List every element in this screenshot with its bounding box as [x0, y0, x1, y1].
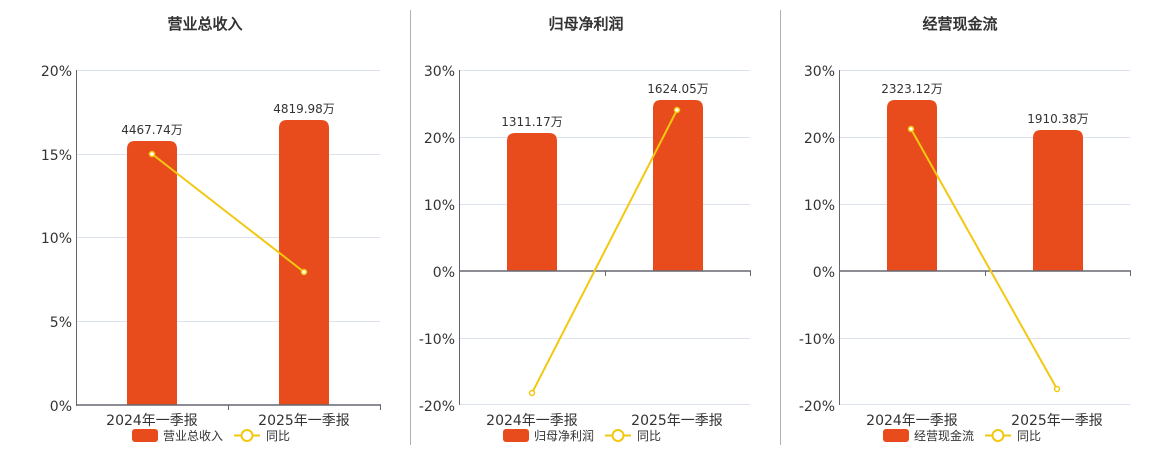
- bar-value-labels: 4467.74万 4819.98万: [121, 102, 335, 137]
- bar[interactable]: [1033, 130, 1083, 271]
- svg-text:2025年一季报: 2025年一季报: [1011, 413, 1103, 429]
- svg-text:10%: 10%: [41, 231, 72, 247]
- line-point[interactable]: [300, 268, 308, 276]
- x-axis-labels: 2024年一季报 2025年一季报: [866, 413, 1103, 429]
- svg-text:20%: 20%: [424, 131, 455, 147]
- svg-text:2024年一季报: 2024年一季报: [866, 413, 958, 429]
- svg-text:1624.05万: 1624.05万: [647, 82, 709, 96]
- svg-text:-20%: -20%: [799, 399, 835, 415]
- legend-bar-label[interactable]: 营业总收入: [163, 429, 223, 443]
- svg-text:20%: 20%: [41, 64, 72, 80]
- chart-panel-operating-cashflow: 经营现金流 30% 20% 10% 0% -10% -20% 2323.12万 …: [780, 0, 1160, 450]
- legend-line-label[interactable]: 同比: [637, 429, 661, 443]
- chart-panel-revenue: 营业总收入 20% 15% 10% 5% 0% 4467.74万 4819.98…: [0, 0, 410, 450]
- svg-text:20%: 20%: [804, 131, 835, 147]
- x-axis-labels: 2024年一季报 2025年一季报: [486, 413, 723, 429]
- bar-series: [887, 100, 1083, 271]
- legend: 营业总收入 同比: [132, 429, 290, 443]
- line-series: [528, 106, 681, 397]
- svg-text:5%: 5%: [50, 315, 72, 331]
- legend: 归母净利润 同比: [503, 429, 661, 443]
- panel-divider: [780, 10, 781, 445]
- chart-title: 营业总收入: [167, 15, 243, 33]
- line-point[interactable]: [528, 389, 536, 397]
- chart-canvas: 30% 20% 10% 0% -10% -20% 1311.17万 1624.0…: [419, 64, 751, 443]
- line-series: [907, 125, 1061, 393]
- bar-series: [507, 100, 703, 271]
- chart-canvas: 30% 20% 10% 0% -10% -20% 2323.12万 1910.3…: [799, 64, 1131, 443]
- bar[interactable]: [127, 141, 177, 405]
- svg-text:4467.74万: 4467.74万: [121, 123, 183, 137]
- svg-text:2024年一季报: 2024年一季报: [106, 413, 198, 429]
- y-axis-labels: 20% 15% 10% 5% 0%: [41, 64, 72, 415]
- svg-text:30%: 30%: [424, 64, 455, 80]
- svg-text:10%: 10%: [424, 198, 455, 214]
- svg-text:10%: 10%: [804, 198, 835, 214]
- y-axis-labels: 30% 20% 10% 0% -10% -20%: [799, 64, 835, 415]
- bar[interactable]: [507, 133, 557, 271]
- legend-bar-swatch[interactable]: [503, 429, 529, 442]
- bar-value-labels: 2323.12万 1910.38万: [881, 82, 1089, 126]
- svg-text:-20%: -20%: [419, 399, 455, 415]
- legend-line-label[interactable]: 同比: [266, 429, 290, 443]
- svg-text:1311.17万: 1311.17万: [501, 115, 563, 129]
- svg-text:0%: 0%: [433, 265, 455, 281]
- svg-text:4819.98万: 4819.98万: [273, 102, 335, 116]
- svg-text:15%: 15%: [41, 148, 72, 164]
- chart-panel-net-profit: 归母净利润 30% 20% 10% 0% -10% -20% 1311.17万 …: [410, 0, 780, 450]
- bar[interactable]: [653, 100, 703, 271]
- legend-line-label[interactable]: 同比: [1017, 429, 1041, 443]
- panel-divider: [410, 10, 411, 445]
- chart-canvas: 20% 15% 10% 5% 0% 4467.74万 4819.98万 20: [41, 64, 381, 443]
- svg-text:-10%: -10%: [419, 332, 455, 348]
- y-axis-labels: 30% 20% 10% 0% -10% -20%: [419, 64, 455, 415]
- legend-line-swatch-icon[interactable]: [240, 429, 254, 442]
- bar-value-labels: 1311.17万 1624.05万: [501, 82, 709, 129]
- svg-text:2025年一季报: 2025年一季报: [258, 413, 350, 429]
- svg-text:1910.38万: 1910.38万: [1027, 112, 1089, 126]
- x-axis-labels: 2024年一季报 2025年一季报: [106, 413, 350, 429]
- legend-line-swatch-icon[interactable]: [991, 429, 1005, 442]
- legend: 经营现金流 同比: [883, 428, 1041, 443]
- line-point[interactable]: [673, 106, 681, 114]
- legend-bar-swatch[interactable]: [883, 429, 909, 442]
- svg-text:0%: 0%: [813, 265, 835, 281]
- bar-series: [127, 120, 329, 405]
- svg-text:2323.12万: 2323.12万: [881, 82, 943, 96]
- legend-bar-swatch[interactable]: [132, 429, 158, 442]
- svg-text:0%: 0%: [50, 399, 72, 415]
- chart-title: 归母净利润: [548, 15, 624, 33]
- svg-text:2024年一季报: 2024年一季报: [486, 413, 578, 429]
- legend-bar-label[interactable]: 经营现金流: [914, 428, 974, 443]
- bar[interactable]: [279, 120, 329, 405]
- legend-bar-label[interactable]: 归母净利润: [534, 429, 594, 443]
- svg-text:-10%: -10%: [799, 332, 835, 348]
- line-point[interactable]: [148, 150, 156, 158]
- svg-text:30%: 30%: [804, 64, 835, 80]
- legend-line-swatch-icon[interactable]: [611, 429, 625, 442]
- line-point[interactable]: [907, 125, 915, 133]
- line-series: [148, 150, 308, 276]
- line-point[interactable]: [1053, 385, 1061, 393]
- chart-title: 经营现金流: [922, 15, 998, 33]
- bar[interactable]: [887, 100, 937, 271]
- svg-text:2025年一季报: 2025年一季报: [631, 413, 723, 429]
